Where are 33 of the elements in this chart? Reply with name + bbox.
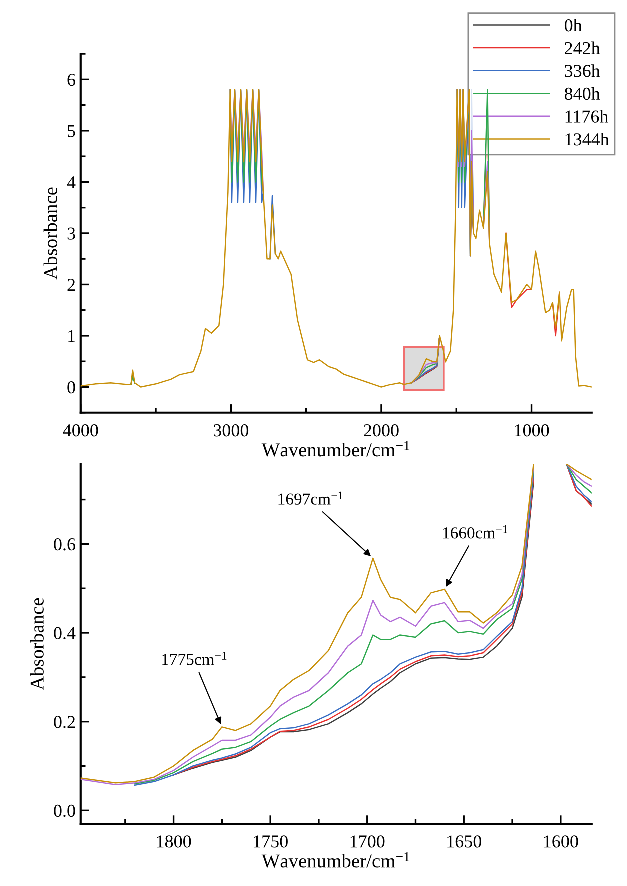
annotation: 1697cm$^{−1}$ (278, 492, 343, 505)
legend-label: 242h (565, 42, 600, 54)
y-tick-label: 6 (68, 74, 76, 86)
y-tick-label: 0.0 (54, 804, 76, 818)
x-tick-label: 1650 (448, 836, 482, 848)
annotation: 1775cm$^{−1}$ (162, 652, 227, 666)
x-axis-title: Wavenumber/cm$^{−1}$ (262, 852, 410, 868)
x-tick-label: 2000 (364, 424, 399, 437)
legend-label: 1344h (566, 133, 610, 146)
x-tick-label: 1700 (350, 836, 385, 848)
x-axis-title: Wavenumber/cm$^{−1}$ (262, 441, 410, 457)
y-tick-label: 1 (68, 330, 75, 342)
y-tick-label: 2 (68, 279, 76, 291)
y-tick-label: 5 (68, 125, 76, 138)
y-tick-label: 4 (67, 176, 76, 188)
legend-label: 840h (564, 87, 600, 100)
y-tick-label: 0.2 (54, 716, 76, 728)
annotation: 1660cm$^{−1}$ (443, 526, 508, 539)
x-tick-label: 3000 (214, 424, 249, 437)
legend-label: 336h (565, 64, 600, 78)
y-tick-label: 0.6 (54, 538, 76, 551)
y-tick-label: 0.4 (54, 627, 76, 640)
y-tick-label: 0 (68, 382, 76, 394)
legend-label: 0h (564, 18, 582, 32)
x-tick-label: 1800 (157, 836, 192, 848)
y-tick-label: 3 (68, 228, 76, 240)
y-axis-title: Absorbance (30, 598, 44, 690)
x-tick-label: 4000 (63, 424, 98, 437)
legend-label: 1176h (566, 110, 609, 123)
x-tick-label: 1000 (515, 424, 550, 437)
y-axis-title: Absorbance (44, 188, 58, 280)
x-tick-label: 1600 (544, 836, 578, 848)
x-tick-label: 1750 (254, 836, 288, 848)
